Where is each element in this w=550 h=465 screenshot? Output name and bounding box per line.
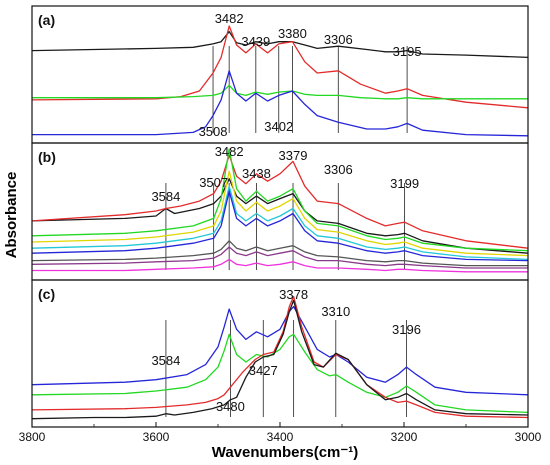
series-line-5 <box>32 185 528 261</box>
x-tick-label: 3800 <box>19 430 46 444</box>
series-line-2 <box>32 333 528 414</box>
series-line-3 <box>32 148 528 252</box>
series-line-6 <box>32 190 528 262</box>
peak-label: 3508 <box>199 124 228 139</box>
peak-label: 3482 <box>215 144 244 159</box>
series-line-3 <box>32 84 528 100</box>
peak-label: 3480 <box>216 399 245 414</box>
panel-frame <box>31 279 529 428</box>
series-line-7 <box>32 240 528 267</box>
peak-label: 3380 <box>278 26 307 41</box>
panel-c: (c) 3378 3310 3196 3584 3427 3480 <box>31 279 529 428</box>
series-line-2 <box>32 25 528 109</box>
y-axis-label: Absorbance <box>3 172 20 259</box>
series-line-8 <box>32 246 528 269</box>
series-line-1 <box>32 178 528 254</box>
x-axis: 3800 3600 3400 3200 3000 <box>19 422 542 444</box>
peak-label: 3199 <box>390 176 419 191</box>
peak-label: 3379 <box>279 148 308 163</box>
panel-label: (c) <box>38 286 55 302</box>
series-line-3 <box>32 295 528 419</box>
series-line-1 <box>32 305 528 396</box>
panel-label: (b) <box>38 149 56 165</box>
panel-label: (a) <box>38 12 55 28</box>
peak-label: 3438 <box>242 166 271 181</box>
peak-label: 3507 <box>199 175 228 190</box>
x-tick-label: 3600 <box>143 430 170 444</box>
series-line-9 <box>32 258 528 273</box>
peak-label: 3195 <box>393 44 422 59</box>
peak-label: 3306 <box>324 32 353 47</box>
peak-label: 3196 <box>392 322 421 337</box>
peak-label: 3427 <box>249 363 278 378</box>
peak-label: 3402 <box>264 119 293 134</box>
x-tick-label: 3000 <box>515 430 542 444</box>
series-line-2 <box>32 154 528 249</box>
series-line-4 <box>32 170 528 257</box>
panel-a: (a) 3482 3439 3380 3306 3195 3508 3402 <box>31 5 529 144</box>
peak-label: 3584 <box>151 353 180 368</box>
peak-label: 3584 <box>151 189 180 204</box>
x-axis-label: Wavenumbers(cm⁻¹) <box>212 444 359 461</box>
panel-b: (b) 3584 3507 3482 3438 3379 3306 3199 <box>31 142 529 281</box>
series-line-4 <box>32 299 528 420</box>
series-line-4 <box>32 70 528 137</box>
x-tick-label: 3200 <box>391 430 418 444</box>
peak-label: 3378 <box>279 287 308 302</box>
x-tick-label: 3400 <box>267 430 294 444</box>
peak-label: 3310 <box>321 304 350 319</box>
peak-label: 3439 <box>241 34 270 49</box>
panels-layer: (a) 3482 3439 3380 3306 3195 3508 3402 (b) 3584 35… <box>31 5 529 428</box>
peak-label: 3306 <box>324 162 353 177</box>
peak-label: 3482 <box>215 11 244 26</box>
series-line-1 <box>32 30 528 59</box>
